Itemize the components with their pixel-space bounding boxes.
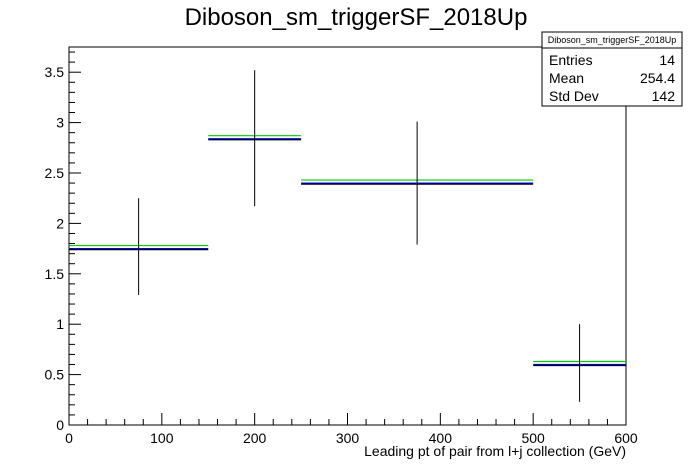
stats-entries-value: 14	[659, 52, 675, 68]
x-tick-label: 500	[521, 430, 545, 446]
stats-box-name: Diboson_sm_triggerSF_2018Up	[548, 35, 677, 45]
chart-title: Diboson_sm_triggerSF_2018Up	[185, 4, 528, 31]
x-axis-label: Leading pt of pair from l+j collection (…	[364, 443, 626, 459]
stats-mean-label: Mean	[549, 70, 584, 86]
x-tick-label: 400	[429, 430, 453, 446]
x-tick-label: 100	[150, 430, 174, 446]
stats-stddev-value: 142	[652, 88, 676, 104]
histogram-bin-3	[301, 121, 534, 245]
y-tick-label: 0.5	[45, 367, 65, 383]
x-tick-label: 300	[336, 430, 360, 446]
x-axis: 0 100 200 300 400 500 600	[65, 413, 638, 446]
y-tick-label: 0	[56, 417, 64, 433]
y-tick-label: 2.5	[45, 165, 65, 181]
x-tick-label: 200	[243, 430, 267, 446]
stats-stddev-label: Std Dev	[549, 88, 599, 104]
x-tick-label: 600	[614, 430, 638, 446]
histogram-series	[69, 70, 626, 402]
histogram-bin-1	[69, 198, 209, 295]
histogram-bin-4	[533, 324, 626, 402]
stats-entries-label: Entries	[549, 52, 593, 68]
histogram-bin-2	[208, 70, 302, 207]
y-tick-label: 1.5	[45, 266, 65, 282]
x-tick-label: 0	[65, 430, 73, 446]
y-tick-label: 3	[56, 115, 64, 131]
y-tick-label: 2	[56, 215, 64, 231]
stats-mean-value: 254.4	[640, 70, 675, 86]
y-tick-label: 3.5	[45, 64, 65, 80]
stats-box-frame	[541, 31, 683, 107]
y-axis: 0 0.5 1 1.5 2 2.5 3 3.5	[45, 51, 81, 433]
y-tick-label: 1	[56, 316, 64, 332]
stats-box: Diboson_sm_triggerSF_2018Up Entries 14 M…	[541, 31, 683, 107]
